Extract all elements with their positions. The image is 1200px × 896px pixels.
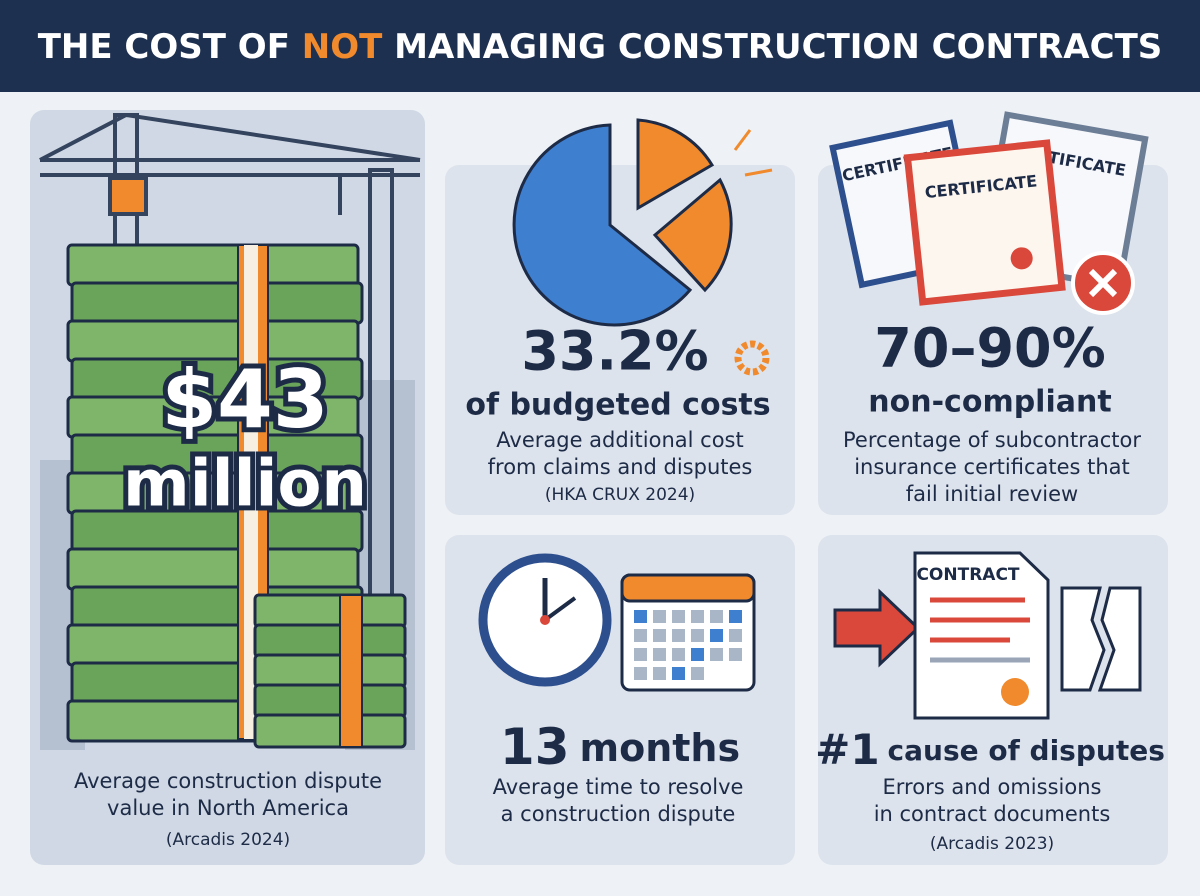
description: Average additional cost [496, 428, 743, 452]
description: insurance certificates that [854, 455, 1130, 479]
description: Percentage of subcontractor [843, 428, 1141, 452]
description: from claims and disputes [488, 455, 753, 479]
stat-value: 33.2% [521, 320, 708, 383]
money-layer [70, 281, 364, 325]
certificate-paper [903, 139, 1066, 306]
contract-paper [913, 551, 1050, 720]
header-title: THE COST OF NOT MANAGING CONSTRUCTION CO… [38, 27, 1163, 67]
burst-line [744, 168, 773, 177]
stat-unit: million [123, 448, 367, 522]
calendar-day [653, 667, 666, 680]
pie-slice [652, 177, 733, 293]
seal [1010, 247, 1033, 270]
gear-icon [734, 340, 770, 376]
stat-unit: months [580, 726, 741, 770]
calendar-day [634, 648, 647, 661]
stat-value: #1 [815, 725, 879, 774]
arrow [833, 588, 921, 668]
stat-value: 70–90% [874, 317, 1105, 380]
money-layer [253, 623, 407, 659]
title-text: THE COST OF [38, 27, 302, 67]
calendar-day [729, 610, 742, 623]
pie-illustration [512, 118, 773, 327]
contract-illustration: CONTRACT [833, 551, 1142, 720]
money-layer [253, 683, 407, 719]
burst-line [733, 129, 752, 151]
stat-line: 13 months [500, 718, 740, 776]
title-text: MANAGING CONSTRUCTION CONTRACTS [382, 27, 1162, 67]
money-layer [253, 593, 407, 629]
calendar-day [691, 667, 704, 680]
contract-label: CONTRACT [916, 565, 1019, 585]
calendar-illustration [620, 573, 756, 692]
stat-unit: cause of disputes [888, 734, 1165, 767]
calendar-day [672, 648, 685, 661]
calendar-day [729, 629, 742, 642]
description: value in North America [107, 796, 349, 820]
calendar-day [710, 648, 723, 661]
seal [1001, 678, 1029, 706]
pie-slice [512, 123, 693, 327]
clock-center [540, 615, 550, 625]
money-layer [66, 243, 360, 287]
stat-subtitle: of budgeted costs [465, 388, 770, 423]
description: a construction dispute [501, 802, 736, 826]
clock-hand [543, 596, 577, 622]
torn-paper [1097, 586, 1142, 692]
description: in contract documents [874, 802, 1111, 826]
crane-cab [108, 176, 148, 216]
stat-value: 13 [500, 718, 570, 776]
reject-x [1088, 268, 1118, 298]
calendar-day [672, 629, 685, 642]
money-layer [66, 547, 360, 591]
certificates-illustration: CERTIFICATE CERTIFICATE CERTIFICATE [829, 111, 1149, 315]
title-highlight: NOT [302, 27, 383, 67]
certificate: CERTIFICATE [903, 139, 1066, 306]
clock-illustration [478, 553, 612, 687]
description: Average time to resolve [493, 775, 744, 799]
calendar-day [653, 610, 666, 623]
calendar-day [634, 629, 647, 642]
source: (HKA CRUX 2024) [545, 485, 695, 505]
stat-subtitle: non-compliant [868, 385, 1111, 420]
calendar-day [710, 629, 723, 642]
header-bar [0, 0, 1200, 92]
calendar-day [691, 648, 704, 661]
calendar-day [691, 629, 704, 642]
description: Errors and omissions [883, 775, 1102, 799]
source: (Arcadis 2024) [166, 830, 290, 850]
calendar-day [710, 610, 723, 623]
source: (Arcadis 2023) [930, 834, 1054, 854]
money-layer [253, 653, 407, 689]
crane-cable [39, 113, 127, 162]
calendar-day [672, 667, 685, 680]
description: fail initial review [906, 482, 1078, 506]
money-stacks [66, 243, 407, 749]
calendar-day [634, 610, 647, 623]
calendar-day [653, 629, 666, 642]
stat-value: $43 [162, 353, 329, 446]
stat-line: #1 cause of disputes [815, 725, 1165, 774]
calendar-day [672, 610, 685, 623]
pie-slice [636, 118, 715, 211]
calendar-day [634, 667, 647, 680]
calendar-day [729, 648, 742, 661]
crane-cable [125, 113, 421, 162]
calendar-header [620, 573, 756, 603]
money-layer [253, 713, 407, 749]
description: Average construction dispute [74, 769, 382, 793]
calendar-day [653, 648, 666, 661]
calendar-day [691, 610, 704, 623]
money-band [339, 594, 363, 748]
torn-paper [1060, 586, 1106, 692]
